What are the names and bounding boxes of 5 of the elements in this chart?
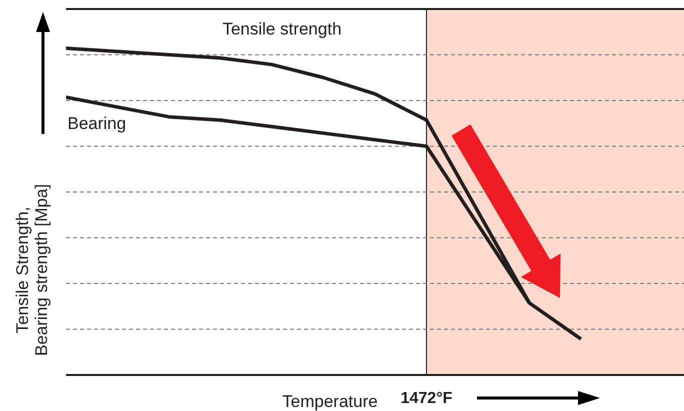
x-axis-title: Temperature (282, 392, 378, 411)
series-label: Tensile strength (222, 20, 342, 39)
text: 1472°F (400, 390, 453, 407)
y-axis-title: Tensile Strength, Bearing strength [Mpa] (13, 184, 51, 356)
series-label: Bearing (68, 114, 126, 134)
